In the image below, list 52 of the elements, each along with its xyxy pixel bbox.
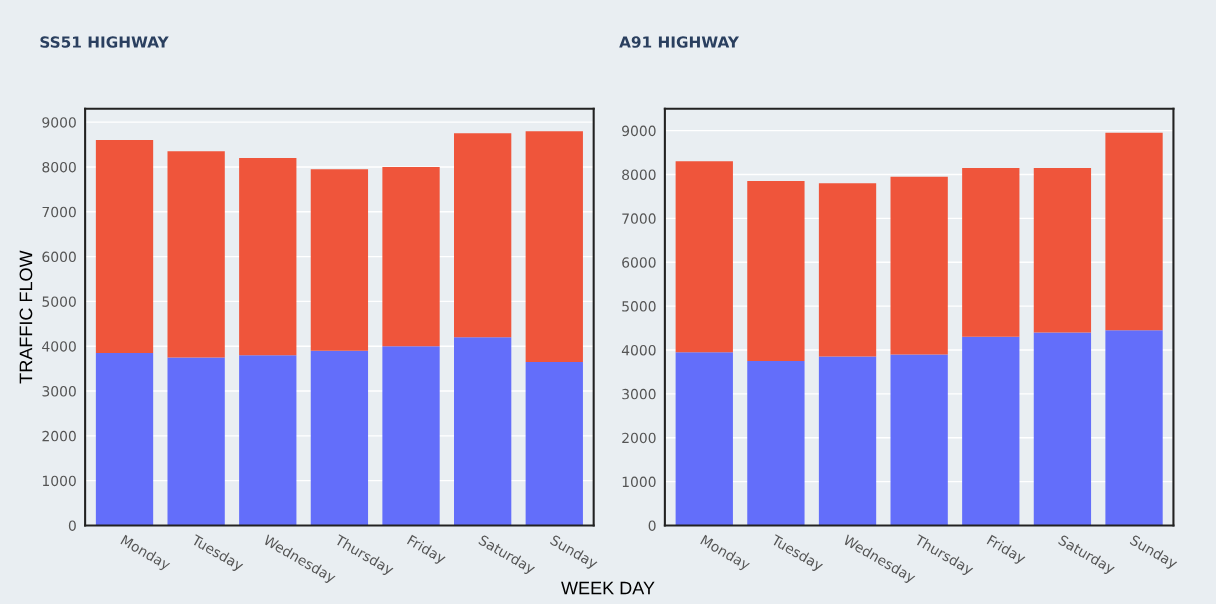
bar — [382, 346, 440, 526]
bar — [1105, 132, 1163, 331]
bar — [310, 169, 369, 351]
bar — [310, 350, 369, 526]
y-tick-label: 4000 — [42, 341, 76, 352]
bar — [1033, 332, 1092, 526]
y-tick-label: 5000 — [622, 301, 656, 312]
y-tick-label: 7000 — [622, 213, 656, 224]
bar — [962, 167, 1020, 337]
y-tick-label: 1000 — [42, 475, 76, 487]
y-tick-label: 2000 — [622, 432, 656, 444]
x-axis-title: WEEK DAY — [561, 581, 655, 595]
chart-title: A91 HIGHWAY — [619, 36, 740, 48]
y-tick-label: 0 — [68, 520, 76, 531]
bar — [239, 355, 297, 526]
y-tick-label: 6000 — [622, 257, 656, 268]
bar — [525, 361, 583, 526]
y-tick-label: 4000 — [621, 344, 656, 356]
y-tick-label: 0 — [648, 520, 656, 531]
y-tick-label: 8000 — [622, 169, 656, 180]
bar — [1105, 330, 1163, 526]
bar — [747, 181, 805, 361]
y-tick-label: 1000 — [622, 476, 656, 488]
bar — [167, 151, 225, 358]
bar — [962, 336, 1020, 526]
bar — [95, 140, 154, 353]
bar — [454, 337, 512, 526]
y-tick-label: 5000 — [42, 296, 76, 307]
bar — [890, 354, 948, 526]
bar — [675, 352, 733, 526]
bar — [454, 133, 512, 338]
y-tick-label: 9000 — [622, 125, 656, 137]
bar — [818, 356, 877, 526]
chart-title: SS51 HIGHWAY — [40, 36, 169, 48]
y-tick-label: 8000 — [42, 161, 76, 173]
y-tick-label: 3000 — [622, 388, 656, 400]
bar — [167, 357, 225, 526]
bar — [525, 131, 583, 362]
bar — [382, 166, 440, 347]
bar — [890, 176, 948, 355]
y-axis-title: TRAFFIC FLOW — [19, 250, 33, 384]
bar — [818, 183, 877, 357]
y-tick-label: 7000 — [42, 206, 76, 218]
bar — [239, 158, 297, 356]
y-tick-label: 6000 — [42, 251, 76, 263]
bar — [95, 352, 154, 526]
y-tick-label: 3000 — [42, 386, 76, 397]
y-tick-label: 9000 — [42, 117, 76, 128]
y-tick-label: 2000 — [42, 430, 76, 442]
bar — [1033, 167, 1092, 333]
bar — [747, 360, 805, 526]
bar — [675, 161, 733, 353]
